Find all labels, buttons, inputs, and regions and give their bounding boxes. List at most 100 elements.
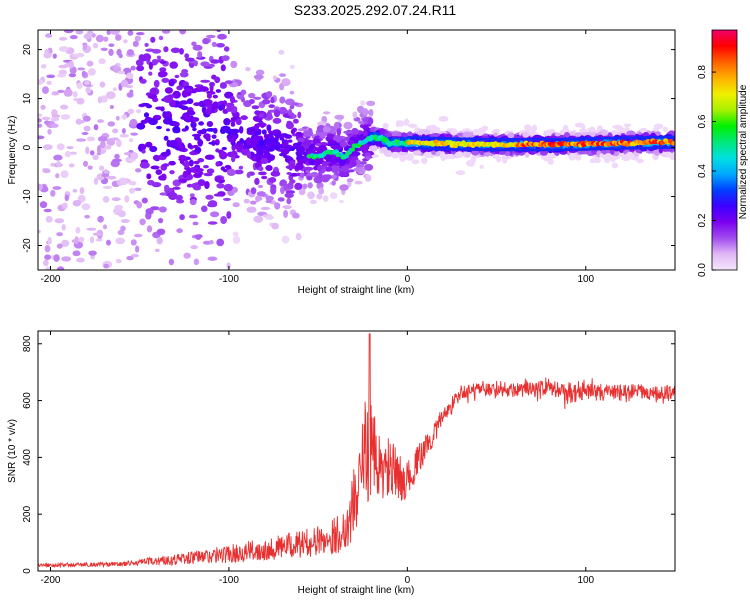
spectrogram-cell xyxy=(483,152,493,156)
spectrogram-cell xyxy=(100,47,108,51)
spectrogram-cell xyxy=(212,94,218,99)
spectrogram-cell xyxy=(183,252,191,259)
spectrogram-cell xyxy=(97,119,104,123)
spectrogram-cell xyxy=(522,131,530,138)
spectrogram-cell xyxy=(76,138,87,142)
spectrogram-cell xyxy=(106,239,111,246)
y-tick-label: 0 xyxy=(22,144,33,150)
spectrogram-cell xyxy=(169,170,175,175)
spectrogram-cell xyxy=(210,104,219,110)
spectrogram-cell xyxy=(347,155,353,161)
spectrogram-cell xyxy=(276,148,286,152)
spectrogram-cell xyxy=(209,91,216,95)
spectrogram-cell xyxy=(253,74,264,80)
spectrogram-cell xyxy=(256,191,266,197)
spectrogram-cell xyxy=(53,154,63,161)
spectrogram-cell xyxy=(200,79,211,83)
spectrogram-cell xyxy=(479,164,484,169)
spectrogram-cell xyxy=(135,168,142,173)
spectrogram-cell xyxy=(56,161,62,168)
spectrogram-cell xyxy=(278,49,285,55)
spectrogram-cell xyxy=(299,172,305,179)
spectrogram-cell xyxy=(331,180,336,186)
spectrogram-cell xyxy=(671,135,675,138)
spectrogram-cell xyxy=(164,184,170,191)
spectrogram-cell xyxy=(206,168,215,174)
spectrogram-cell xyxy=(155,248,160,253)
colorbar-tick-label: 0.8 xyxy=(697,65,708,79)
spectrogram-cell xyxy=(234,169,244,175)
spectrogram-cell xyxy=(298,188,306,196)
snr-x-ticks: -200 -100 0 100 xyxy=(40,331,595,586)
spectrogram-cell xyxy=(79,120,86,124)
spectrogram-cell xyxy=(111,137,119,141)
spectrogram-cell xyxy=(225,106,234,112)
spectrogram-cell xyxy=(326,142,334,147)
spectrogram-cell xyxy=(203,165,209,169)
spectrogram-cell xyxy=(231,108,238,114)
spectrogram-cell xyxy=(188,159,194,167)
spectrogram-cell xyxy=(168,140,178,148)
spectrogram-cell xyxy=(45,215,53,223)
spectrogram-cell xyxy=(266,124,272,132)
spectrogram-cell xyxy=(93,124,99,131)
spectrogram-cell xyxy=(58,46,69,52)
spectrogram-cell xyxy=(321,160,329,168)
spectrogram-cell xyxy=(333,149,340,154)
spectrogram-cell xyxy=(92,154,99,161)
spectrogram-cell xyxy=(111,197,121,202)
spectrogram-cell xyxy=(373,141,382,145)
spectrogram-cell xyxy=(599,153,604,158)
spectrogram-cell xyxy=(178,154,187,160)
spectrogram-cell xyxy=(45,266,51,270)
spectrogram-cell xyxy=(250,187,257,195)
spectrogram-cell xyxy=(101,173,110,178)
spectrogram-cell xyxy=(61,224,66,231)
spectrogram-cell xyxy=(262,98,271,105)
spectrogram-cell xyxy=(271,222,280,230)
spectrogram-cell xyxy=(41,116,51,121)
spectrogram-cell xyxy=(76,82,83,89)
spectrogram-cell xyxy=(220,64,226,72)
spectrogram-cell xyxy=(283,182,288,190)
spectrogram-cell xyxy=(338,200,344,203)
spectrogram-cell xyxy=(316,193,323,200)
spectrogram-cell xyxy=(158,217,164,224)
spectrogram-cell xyxy=(64,194,70,202)
spectrogram-cell xyxy=(51,117,60,122)
spectrogram-cell xyxy=(51,114,61,118)
spectrogram-cell xyxy=(408,123,418,128)
spectrogram-cell xyxy=(269,140,276,147)
spectrogram-cell xyxy=(170,47,181,54)
spectrogram-cell xyxy=(107,121,116,127)
spectrogram-cell xyxy=(76,257,85,263)
spectrogram-cell xyxy=(119,133,129,138)
spectrogram-cell xyxy=(145,92,153,96)
colorbar-gradient xyxy=(711,29,738,271)
spectrogram-cell xyxy=(134,35,141,42)
spectrogram-cell xyxy=(106,30,111,35)
spectrogram-cell xyxy=(179,48,184,55)
spectrogram-cell xyxy=(254,123,260,130)
spectrogram-cell xyxy=(331,174,338,179)
spectrogram-cell xyxy=(211,134,217,139)
spectrogram-cell xyxy=(254,110,261,116)
spectrogram-cell xyxy=(135,109,142,114)
spectrogram-cell xyxy=(108,48,114,57)
spectrogram-cell xyxy=(248,99,255,104)
spectrogram-cell xyxy=(136,31,145,36)
spectrogram-cell xyxy=(100,95,108,103)
spectrogram-cell xyxy=(330,165,340,174)
spectrogram-cell xyxy=(113,64,119,69)
spectrogram-cell xyxy=(186,110,196,116)
spectrogram-cell xyxy=(47,236,52,245)
spectrogram-cell xyxy=(320,131,326,140)
spectrogram-cell xyxy=(208,63,215,68)
spectrogram-cell xyxy=(135,245,140,253)
spectrogram-cell xyxy=(145,208,154,215)
spectrogram-cell xyxy=(365,174,372,182)
spectrogram-cell xyxy=(333,135,343,143)
spectrogram-cell xyxy=(205,107,213,115)
spectrogram-cell xyxy=(282,205,292,210)
spectrogram-cell xyxy=(145,141,153,148)
